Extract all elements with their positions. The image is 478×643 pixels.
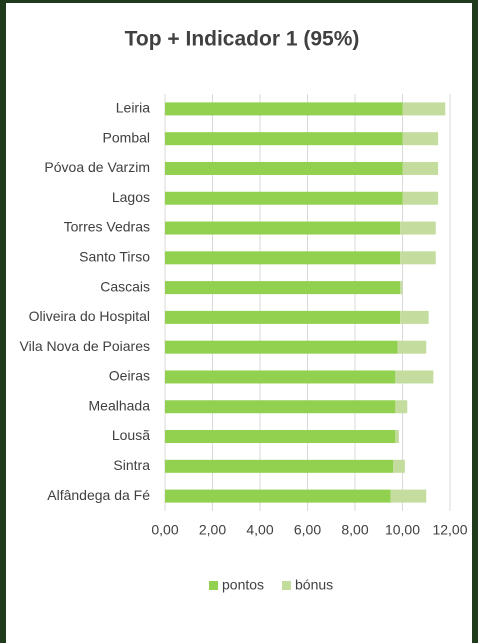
y-tick-label: Mealhada xyxy=(89,397,151,413)
y-tick-label: Leiria xyxy=(116,100,150,116)
bar-segment xyxy=(403,192,439,205)
y-tick-label: Lousã xyxy=(112,427,150,443)
bar-segment xyxy=(395,430,399,443)
bar-segment xyxy=(165,162,403,175)
bar-segment xyxy=(391,490,427,503)
y-tick-label: Sintra xyxy=(113,457,150,473)
legend-swatch xyxy=(282,581,291,590)
y-tick-label: Cascais xyxy=(100,278,150,294)
bar-segment xyxy=(165,370,395,383)
x-tick-label: 8,00 xyxy=(341,522,368,538)
y-tick-label: Oliveira do Hospital xyxy=(29,308,150,324)
bar-segment xyxy=(165,132,403,145)
y-tick-label: Pombal xyxy=(103,129,150,145)
bar-segment xyxy=(400,281,402,294)
bar-segment xyxy=(165,341,398,354)
bar-segment xyxy=(403,162,439,175)
bar-segment xyxy=(165,251,400,264)
legend-swatch xyxy=(209,581,218,590)
legend-label: pontos xyxy=(222,577,264,593)
bar-segment xyxy=(165,400,395,413)
y-tick-label: Póvoa de Varzim xyxy=(44,159,150,175)
bar-segment xyxy=(400,251,436,264)
bar-segment xyxy=(165,311,400,324)
bar-segment xyxy=(398,341,427,354)
bar-segment xyxy=(393,460,405,473)
bar-segment xyxy=(403,102,446,115)
bar-segment xyxy=(165,430,395,443)
y-tick-label: Santo Tirso xyxy=(79,249,150,265)
x-tick-label: 0,00 xyxy=(151,522,178,538)
x-tick-label: 12,00 xyxy=(432,522,467,538)
bar-segment xyxy=(395,400,407,413)
bar-segment xyxy=(165,192,403,205)
chart: Top + Indicador 1 (95%) 0,00 2,00 4,00 6,00… xyxy=(0,0,478,643)
y-tick-label: Torres Vedras xyxy=(64,219,150,235)
y-tick-label: Oeiras xyxy=(109,368,150,384)
x-tick-label: 2,00 xyxy=(199,522,226,538)
bar-segment xyxy=(403,132,439,145)
bar-segment xyxy=(400,222,436,235)
y-tick-label: Alfândega da Fé xyxy=(47,487,150,503)
bar-segment xyxy=(165,490,391,503)
bar-segment xyxy=(400,311,429,324)
page: Top + Indicador 1 (95%) 0,00 2,00 4,00 6,00… xyxy=(0,0,478,643)
bar-segment xyxy=(165,222,400,235)
legend-label: bónus xyxy=(295,577,333,593)
bar-segment xyxy=(165,102,403,115)
bar-segment xyxy=(165,281,400,294)
bar-segment xyxy=(165,460,393,473)
chart-title: Top + Indicador 1 (95%) xyxy=(125,28,360,51)
y-tick-label: Vila Nova de Poiares xyxy=(20,338,150,354)
bar-segment xyxy=(395,370,433,383)
x-tick-label: 6,00 xyxy=(294,522,321,538)
x-tick-label: 10,00 xyxy=(385,522,420,538)
x-tick-label: 4,00 xyxy=(246,522,273,538)
y-tick-label: Lagos xyxy=(112,189,150,205)
